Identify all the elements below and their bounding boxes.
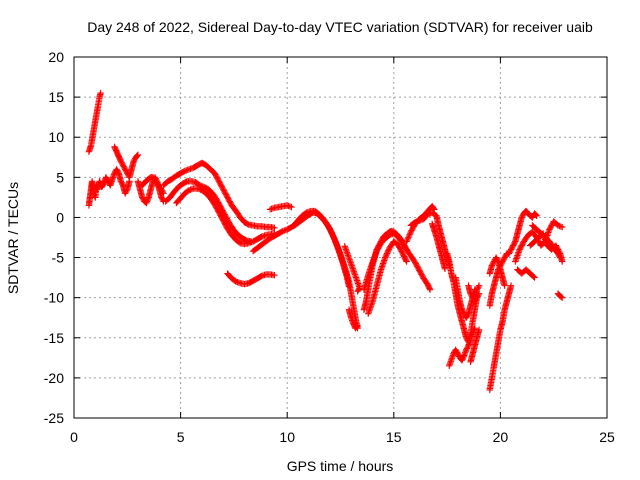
y-tick-label: -5 (52, 250, 65, 266)
x-tick-label: 10 (279, 429, 295, 445)
y-tick-label: -10 (44, 290, 64, 306)
data-point-s33 (557, 293, 565, 301)
data-point-s25 (475, 326, 483, 333)
x-tick-label: 5 (177, 429, 185, 445)
y-tick-label: 5 (56, 169, 64, 185)
data-point-s27 (501, 282, 508, 289)
data-point-s33 (559, 294, 566, 301)
x-tick-label: 25 (599, 429, 615, 445)
y-tick-label: 10 (48, 129, 64, 145)
data-point-s30 (559, 223, 566, 231)
data-point-s18 (406, 231, 413, 238)
data-point-s17 (382, 254, 389, 261)
data-point-s17 (402, 257, 410, 264)
x-tick-label: 20 (493, 429, 509, 445)
y-tick-label: -20 (44, 370, 64, 386)
data-point-s22 (471, 324, 479, 332)
data-point-s5 (160, 190, 167, 197)
data-point-s31 (559, 258, 566, 265)
y-tick-label: -15 (44, 330, 64, 346)
data-point-s18 (404, 236, 411, 244)
y-tick-label: 20 (48, 49, 64, 65)
data-point-s12 (328, 228, 335, 236)
data-point-s17 (384, 248, 391, 256)
data-point-s28 (533, 212, 540, 220)
data-point-s12 (329, 231, 336, 239)
data-point-s29 (530, 273, 537, 280)
data-point-s13 (353, 323, 361, 330)
data-point-s26 (507, 282, 515, 289)
x-tick-labels: 0 5 10 15 20 25 (70, 429, 615, 445)
data-point-s24 (475, 283, 482, 291)
data-point-s18 (407, 230, 414, 237)
plot-frame (73, 56, 608, 419)
data-point-s1 (97, 89, 104, 97)
data-point-s17 (385, 247, 392, 254)
y-tick-label: 0 (56, 209, 64, 225)
chart-title: Day 248 of 2022, Sidereal Day-to-day VTE… (87, 19, 593, 35)
y-axis-label: SDTVAR / TECUs (5, 182, 21, 294)
data-point-s12 (331, 237, 339, 244)
data-point-s11 (288, 203, 295, 211)
data-point-s18 (405, 234, 412, 241)
data-point-s17 (382, 252, 390, 260)
data-point-s18 (403, 238, 410, 245)
data-markers (85, 89, 566, 394)
data-point-s3 (134, 152, 141, 159)
data-point-s12 (329, 233, 337, 240)
data-point-s12 (332, 238, 339, 245)
data-point-s29 (531, 274, 538, 281)
y-tick-label: 15 (48, 89, 64, 105)
data-point-s16 (426, 286, 434, 293)
data-point-s3 (134, 151, 142, 159)
data-point-s14 (354, 288, 361, 295)
data-point-s18 (405, 232, 413, 240)
x-tick-label: 0 (70, 429, 78, 445)
y-tick-label: -25 (44, 410, 64, 426)
x-tick-label: 15 (386, 429, 402, 445)
data-point-s13 (354, 322, 361, 329)
data-point-s32 (556, 254, 564, 261)
data-point-s17 (383, 250, 391, 257)
data-point-s20 (441, 265, 449, 272)
data-point-s12 (331, 235, 338, 243)
y-tick-labels: 20 15 10 5 0 -5 -10 -15 -20 -25 (44, 49, 64, 426)
data-point-s12 (328, 230, 336, 237)
data-point-s9 (271, 272, 278, 279)
data-point-s17 (383, 251, 390, 259)
data-point-s32 (556, 253, 563, 260)
tick-marks (73, 56, 608, 419)
x-axis-label: GPS time / hours (287, 458, 394, 474)
data-point-s14 (355, 286, 362, 294)
data-point-s6 (271, 224, 278, 232)
data-point-s18 (404, 235, 412, 242)
data-point-s12 (330, 234, 337, 241)
data-point-s24 (475, 282, 483, 289)
data-point-s28 (532, 211, 540, 219)
data-point-s17 (403, 258, 410, 265)
data-point-s5 (159, 188, 167, 196)
